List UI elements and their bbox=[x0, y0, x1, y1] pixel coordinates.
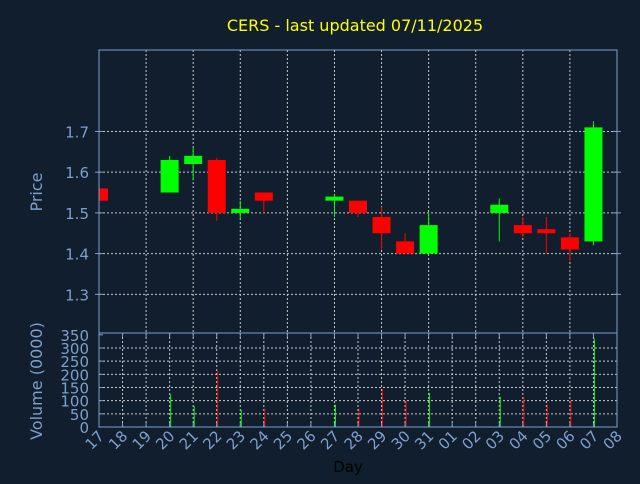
price-tick-label: 1.4 bbox=[65, 246, 89, 264]
volume-tick-label: 300 bbox=[60, 340, 89, 358]
candle-body bbox=[207, 159, 226, 213]
candle-body bbox=[160, 159, 179, 193]
x-tick-label: 06 bbox=[553, 427, 579, 453]
x-tick-label: 04 bbox=[505, 427, 531, 453]
x-tick-label: 27 bbox=[317, 427, 343, 453]
candle-body bbox=[560, 237, 579, 250]
x-tick-label: 20 bbox=[152, 427, 178, 453]
candle-body bbox=[584, 127, 603, 242]
price-axis-label: Price bbox=[27, 172, 46, 211]
x-tick-label: 24 bbox=[246, 427, 272, 453]
volume-panel-frame bbox=[98, 332, 618, 428]
x-tick-label: 30 bbox=[388, 427, 414, 453]
x-tick-label: 21 bbox=[176, 427, 202, 453]
x-tick-label: 03 bbox=[482, 427, 508, 453]
candle-body bbox=[490, 204, 509, 213]
x-tick-label: 18 bbox=[105, 427, 131, 453]
x-tick-label: 07 bbox=[576, 427, 602, 453]
volume-tick-label: 0 bbox=[79, 419, 89, 437]
x-axis-label: Day bbox=[333, 458, 363, 476]
volume-tick-label: 350 bbox=[60, 327, 89, 345]
price-tick-label: 1.3 bbox=[65, 286, 89, 304]
x-tick-label: 02 bbox=[458, 427, 484, 453]
x-tick-label: 19 bbox=[129, 427, 155, 453]
axes: 1.31.41.51.61.71718192021222324252627282… bbox=[60, 49, 626, 453]
candle-body bbox=[419, 225, 438, 254]
candle-body bbox=[184, 155, 203, 165]
candle-body bbox=[325, 196, 344, 201]
x-tick-label: 25 bbox=[270, 427, 296, 453]
x-tick-label: 26 bbox=[294, 427, 320, 453]
chart-title: CERS - last updated 07/11/2025 bbox=[227, 16, 483, 35]
volume-tick-label: 150 bbox=[60, 380, 89, 398]
price-tick-label: 1.7 bbox=[65, 123, 89, 141]
candle-body bbox=[537, 229, 556, 234]
candle-body bbox=[231, 208, 250, 213]
price-tick-label: 1.5 bbox=[65, 205, 89, 223]
x-tick-label: 31 bbox=[411, 427, 437, 453]
candle-body bbox=[372, 216, 391, 234]
volume-tick-label: 200 bbox=[60, 366, 89, 384]
price-tick-label: 1.6 bbox=[65, 164, 89, 182]
volume-tick-label: 250 bbox=[60, 353, 89, 371]
x-tick-label: 01 bbox=[435, 427, 461, 453]
grid-lines bbox=[99, 50, 617, 427]
volume-tick-label: 100 bbox=[60, 393, 89, 411]
x-tick-label: 08 bbox=[600, 427, 626, 453]
volume-tick-label: 50 bbox=[70, 406, 89, 424]
candle-body bbox=[396, 241, 415, 254]
x-tick-label: 28 bbox=[341, 427, 367, 453]
candle-body bbox=[99, 188, 108, 201]
x-tick-label: 05 bbox=[529, 427, 555, 453]
x-tick-label: 23 bbox=[223, 427, 249, 453]
candle-body bbox=[254, 192, 273, 201]
candle-body bbox=[513, 225, 532, 234]
x-tick-label: 22 bbox=[199, 427, 225, 453]
candle-body bbox=[349, 200, 367, 213]
chart-marks bbox=[98, 121, 603, 427]
volume-axis-label: Volume (0000) bbox=[27, 322, 46, 440]
x-tick-label: 29 bbox=[364, 427, 390, 453]
